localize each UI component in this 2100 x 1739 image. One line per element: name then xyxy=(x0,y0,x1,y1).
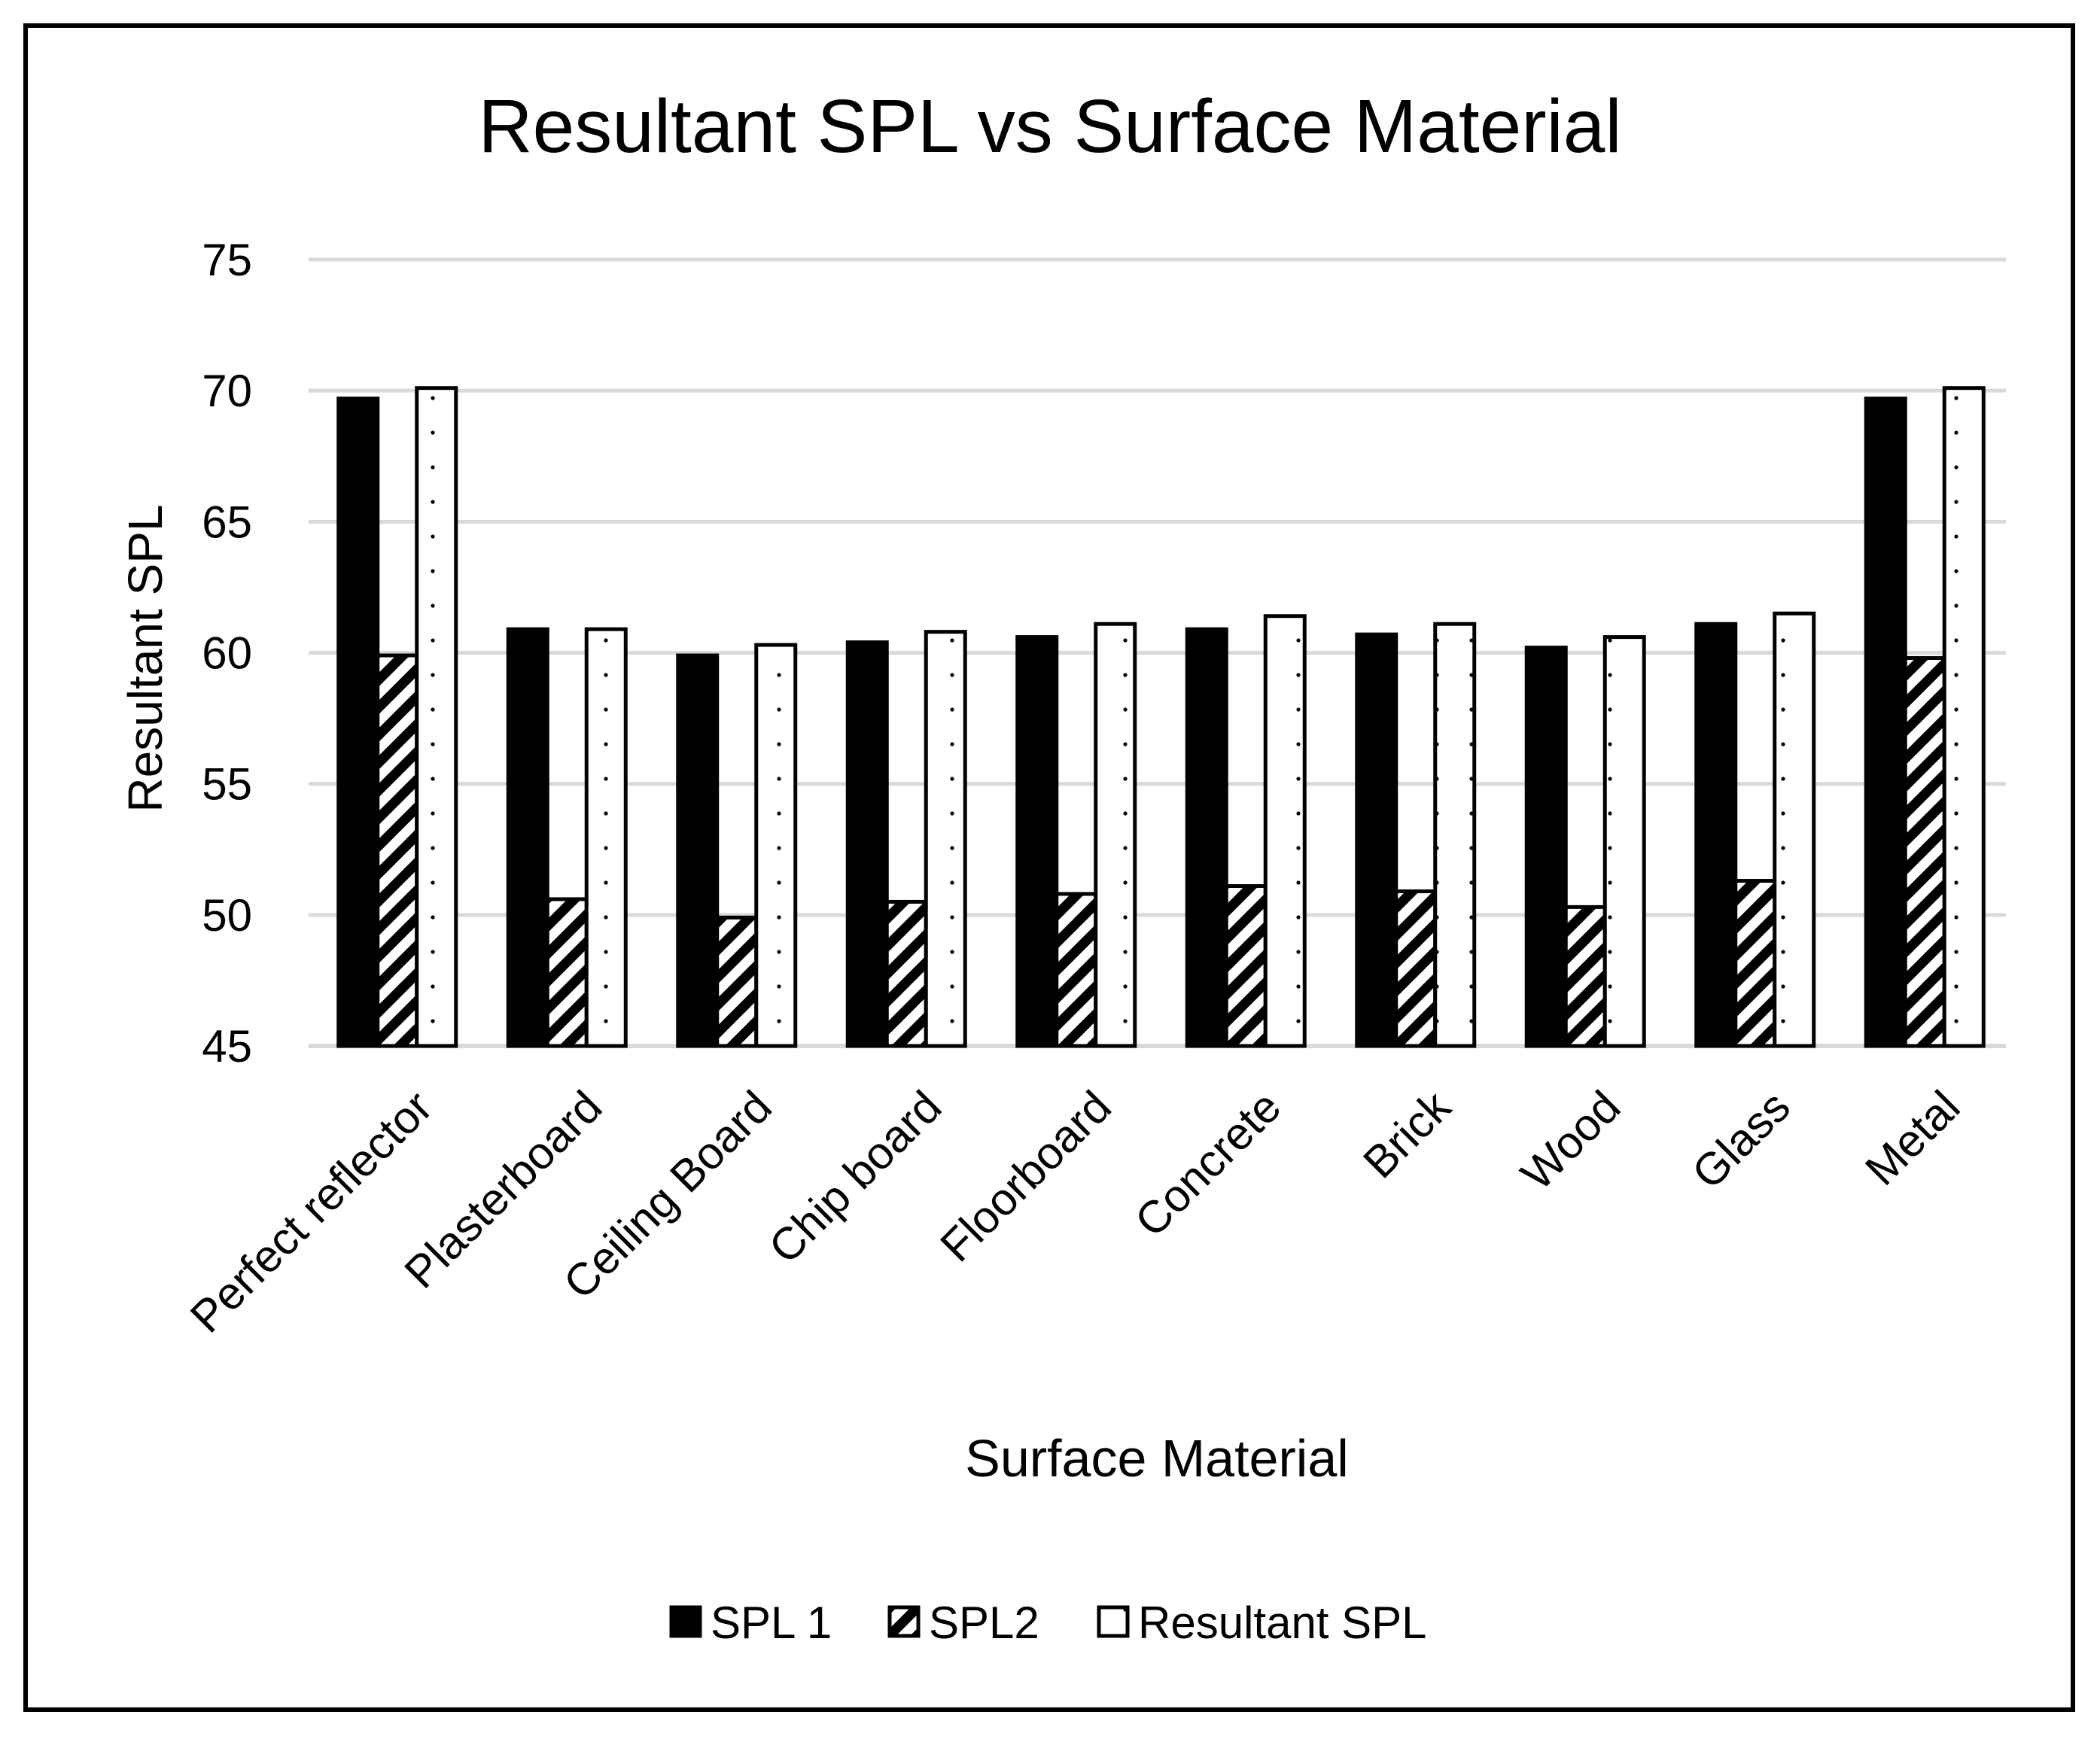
legend-swatch-resultant-spl xyxy=(1097,1605,1130,1638)
bar-spl-1 xyxy=(1694,622,1738,1048)
bar-resultant-spl xyxy=(1433,622,1477,1048)
bar-spl-1 xyxy=(1015,635,1059,1048)
bar-spl-1 xyxy=(1355,632,1398,1048)
bar-resultant-spl xyxy=(1094,622,1137,1048)
legend: SPL 1 SPL2 Resultant SPL xyxy=(669,1598,1427,1648)
bar-resultant-spl xyxy=(1773,611,1816,1048)
bar-spl2 xyxy=(1733,879,1777,1048)
chart-title: Resultant SPL vs Surface Material xyxy=(478,84,1621,169)
bar-spl2 xyxy=(884,899,928,1048)
legend-label: SPL 1 xyxy=(711,1598,832,1648)
bar-spl2 xyxy=(1563,904,1607,1048)
bar-resultant-spl xyxy=(415,386,458,1048)
y-tick-label: 60 xyxy=(202,628,252,679)
bar-resultant-spl xyxy=(1263,614,1307,1048)
legend-label: Resultant SPL xyxy=(1138,1598,1427,1648)
y-tick-label: 65 xyxy=(202,497,252,547)
y-axis-label: Resultant SPL xyxy=(118,504,172,812)
legend-swatch-spl-1 xyxy=(669,1605,702,1638)
y-tick-label: 55 xyxy=(202,759,252,810)
bar-resultant-spl xyxy=(1942,386,1986,1048)
x-axis-label: Surface Material xyxy=(965,1429,1349,1488)
bar-resultant-spl xyxy=(584,627,628,1048)
bar-resultant-spl xyxy=(924,630,967,1048)
bar-spl2 xyxy=(1394,889,1438,1048)
y-tick-label: 45 xyxy=(202,1021,252,1072)
bar-spl2 xyxy=(376,653,419,1048)
bars xyxy=(336,386,1986,1048)
legend-label: SPL2 xyxy=(929,1598,1039,1648)
bar-spl-1 xyxy=(676,653,720,1048)
bar-spl2 xyxy=(715,915,759,1048)
bar-spl2 xyxy=(545,897,589,1048)
bar-resultant-spl xyxy=(1602,635,1646,1048)
bar-spl-1 xyxy=(506,627,549,1048)
bar-resultant-spl xyxy=(754,643,798,1048)
bar-spl-1 xyxy=(845,640,889,1048)
bar-spl2 xyxy=(1903,655,1946,1048)
legend-swatch-spl2 xyxy=(887,1605,921,1638)
bar-spl2 xyxy=(1055,892,1098,1048)
bar-spl-1 xyxy=(1185,627,1228,1048)
y-tick-label: 75 xyxy=(202,235,252,285)
y-axis-ticks: 45 50 55 60 65 70 75 xyxy=(202,235,252,1072)
y-tick-label: 70 xyxy=(202,366,252,416)
bar-spl-1 xyxy=(1524,646,1568,1048)
bar-spl-1 xyxy=(1864,397,1907,1048)
bar-spl-1 xyxy=(336,397,380,1048)
bar-spl2 xyxy=(1224,884,1268,1048)
y-tick-label: 50 xyxy=(202,890,252,941)
